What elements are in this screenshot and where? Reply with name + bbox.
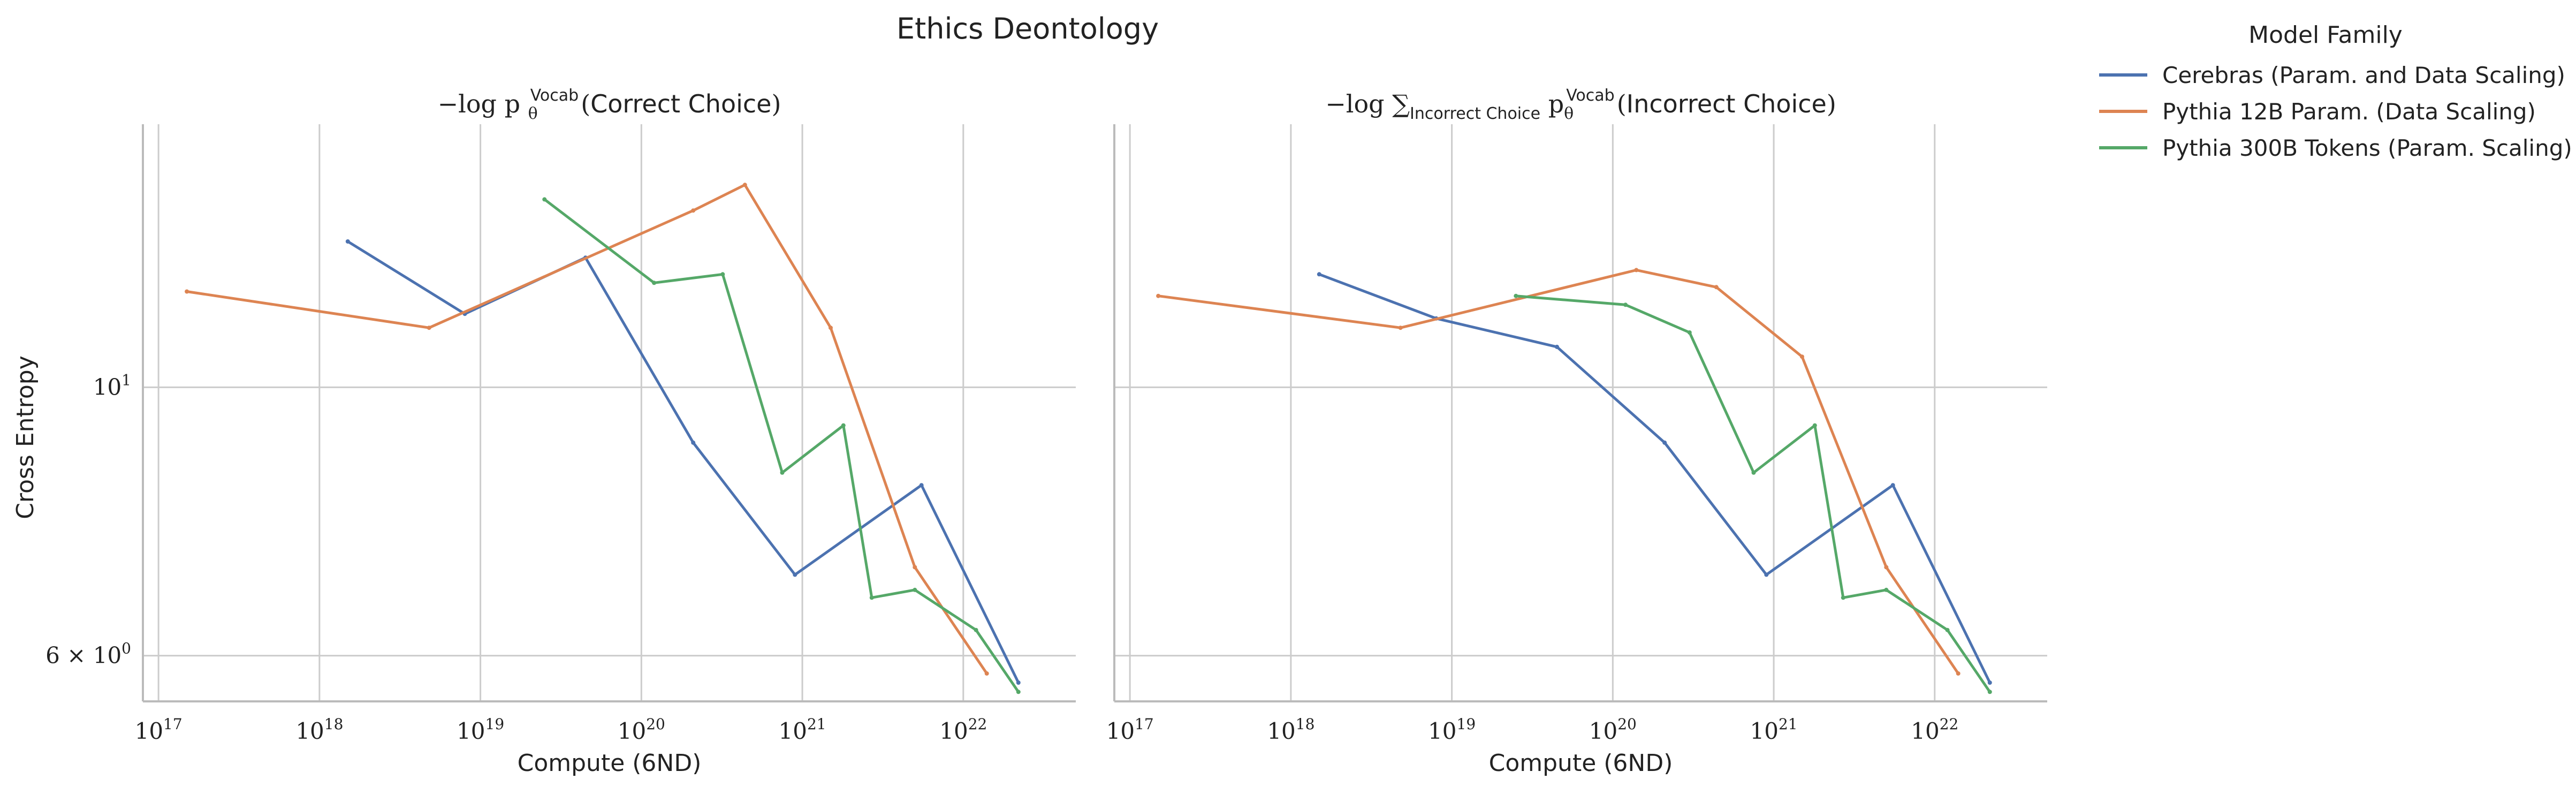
x-axis-label: Compute (6ND) [1489,750,1673,777]
legend-label: Cerebras (Param. and Data Scaling) [2162,62,2565,88]
data-point [1398,326,1403,330]
data-point [1764,572,1769,577]
series-line-1 [1318,273,1992,684]
data-point [913,587,917,592]
data-point [1634,268,1639,273]
data-point [841,423,846,428]
panel-2: 1017 1018 1019 1020 1021 1022 −log ∑Incorrect … [1106,86,2047,777]
x-tick-label: 1017 [1106,715,1154,744]
data-point [1662,440,1667,445]
data-point [984,671,989,676]
x-tick-label: 1021 [1750,715,1798,744]
data-point [1800,354,1804,359]
y-axis-label: Cross Entropy [12,356,39,519]
data-point [1016,680,1021,685]
x-tick-label: 1020 [1589,715,1637,744]
data-point [1884,587,1889,592]
data-point [1812,423,1817,428]
data-point [691,440,696,445]
data-point [869,595,874,600]
x-tick-label: 1018 [295,715,343,744]
x-tick-label: 1022 [939,715,987,744]
x-tick-label: 1019 [457,715,504,744]
data-point [780,470,785,475]
data-point [185,289,189,294]
x-tick-label: 1020 [618,715,665,744]
data-point [691,208,696,213]
data-point [1884,565,1889,570]
data-point [1956,671,1961,676]
panel-1: 1017 1018 1019 1020 1021 1022 101 6 × 100 −log p… [45,86,1076,777]
data-point [1687,330,1692,335]
series-line-2 [185,183,989,675]
legend-label: Pythia 300B Tokens (Param. Scaling) [2162,135,2572,161]
y-tick-label: 101 [93,371,131,400]
data-point [720,272,725,277]
series-line-2 [1157,268,1960,675]
data-point [1156,293,1161,298]
legend-label: Pythia 12B Param. (Data Scaling) [2162,99,2536,125]
data-point [1317,272,1321,277]
series-line-3 [1514,294,1992,693]
data-point [1016,690,1021,694]
panel-title: −log ∑Incorrect Choice pθVocab(Incorrect… [1325,86,1836,123]
data-point [1714,285,1719,290]
data-point [1945,627,1950,632]
x-tick-label: 1018 [1267,715,1314,744]
x-tick-label: 1021 [779,715,826,744]
data-point [652,281,657,285]
x-tick-label: 1017 [135,715,183,744]
data-point [913,565,917,570]
y-tick-label: 6 × 100 [45,640,131,669]
x-tick-label: 1022 [1911,715,1958,744]
series-line-1 [346,240,1020,684]
data-point [1890,483,1895,488]
data-point [829,326,833,330]
legend-title: Model Family [2248,21,2403,49]
data-point [1987,690,1992,694]
x-axis-label: Compute (6ND) [518,750,702,777]
data-point [542,197,547,202]
data-point [919,483,924,488]
chart-title: Ethics Deontology [896,12,1159,46]
legend: Model Family Cerebras (Param. and Data Sc… [2099,21,2572,161]
data-point [1555,344,1559,349]
data-point [742,183,747,187]
data-point [1987,680,1992,685]
data-point [345,239,350,244]
panel-title: −log p θVocab(Correct Choice) [438,86,781,123]
data-point [974,627,978,632]
data-point [1623,303,1628,307]
data-point [1841,595,1845,600]
data-point [793,572,797,577]
data-point [1751,470,1756,475]
x-tick-label: 1019 [1428,715,1476,744]
series-line-3 [543,198,1020,693]
data-point [1514,293,1518,298]
data-point [427,326,431,330]
